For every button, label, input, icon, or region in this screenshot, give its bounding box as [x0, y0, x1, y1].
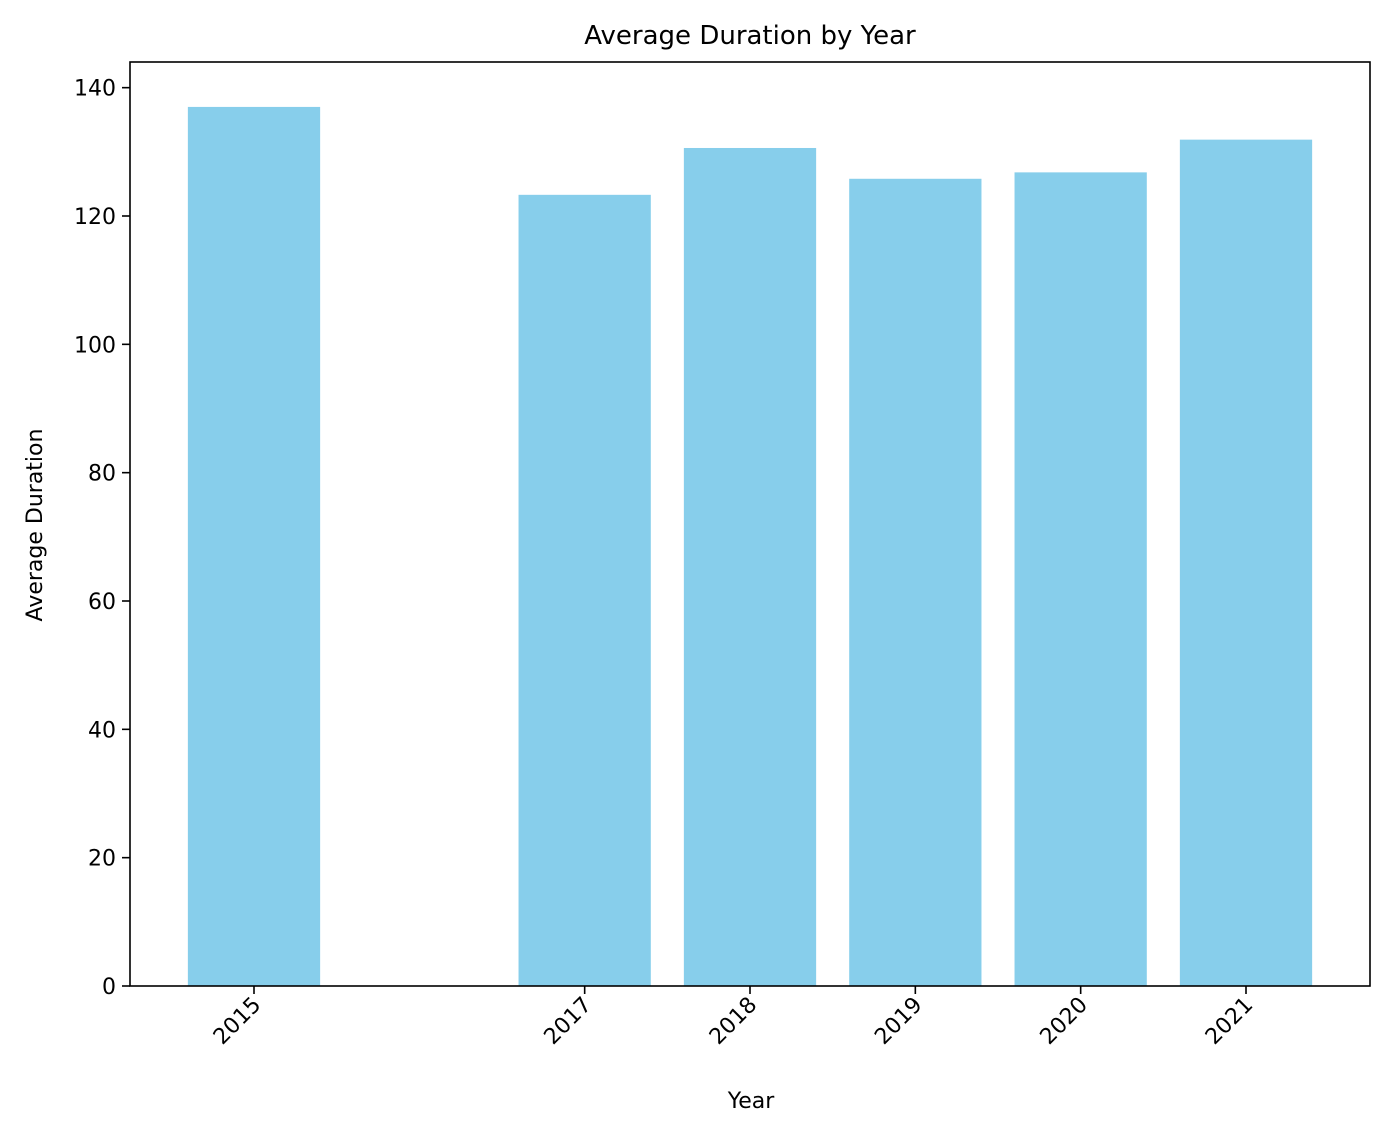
y-tick-label: 120 [74, 205, 116, 230]
bars-group [187, 106, 1313, 987]
y-tick-label: 0 [102, 975, 116, 1000]
x-axis-title: Year [727, 1089, 776, 1114]
bar-2015 [187, 106, 321, 986]
y-tick-label: 100 [74, 333, 116, 358]
bar-2021 [1179, 139, 1313, 986]
y-tick-label: 80 [88, 462, 116, 487]
bar-2020 [1014, 172, 1147, 986]
y-tick-label: 20 [88, 847, 116, 872]
y-tick-label: 60 [88, 590, 116, 615]
y-axis: 0 20 40 60 80 100 120 140 [74, 77, 130, 1000]
y-tick-label: 140 [74, 77, 116, 102]
bar-2019 [849, 178, 982, 987]
chart-title: Average Duration by Year [584, 21, 916, 51]
bar-2018 [683, 147, 817, 986]
y-tick-label: 40 [88, 718, 116, 743]
bar-2017 [518, 194, 651, 986]
plot-frame [129, 61, 1371, 987]
y-axis-title: Average Duration [23, 429, 48, 622]
